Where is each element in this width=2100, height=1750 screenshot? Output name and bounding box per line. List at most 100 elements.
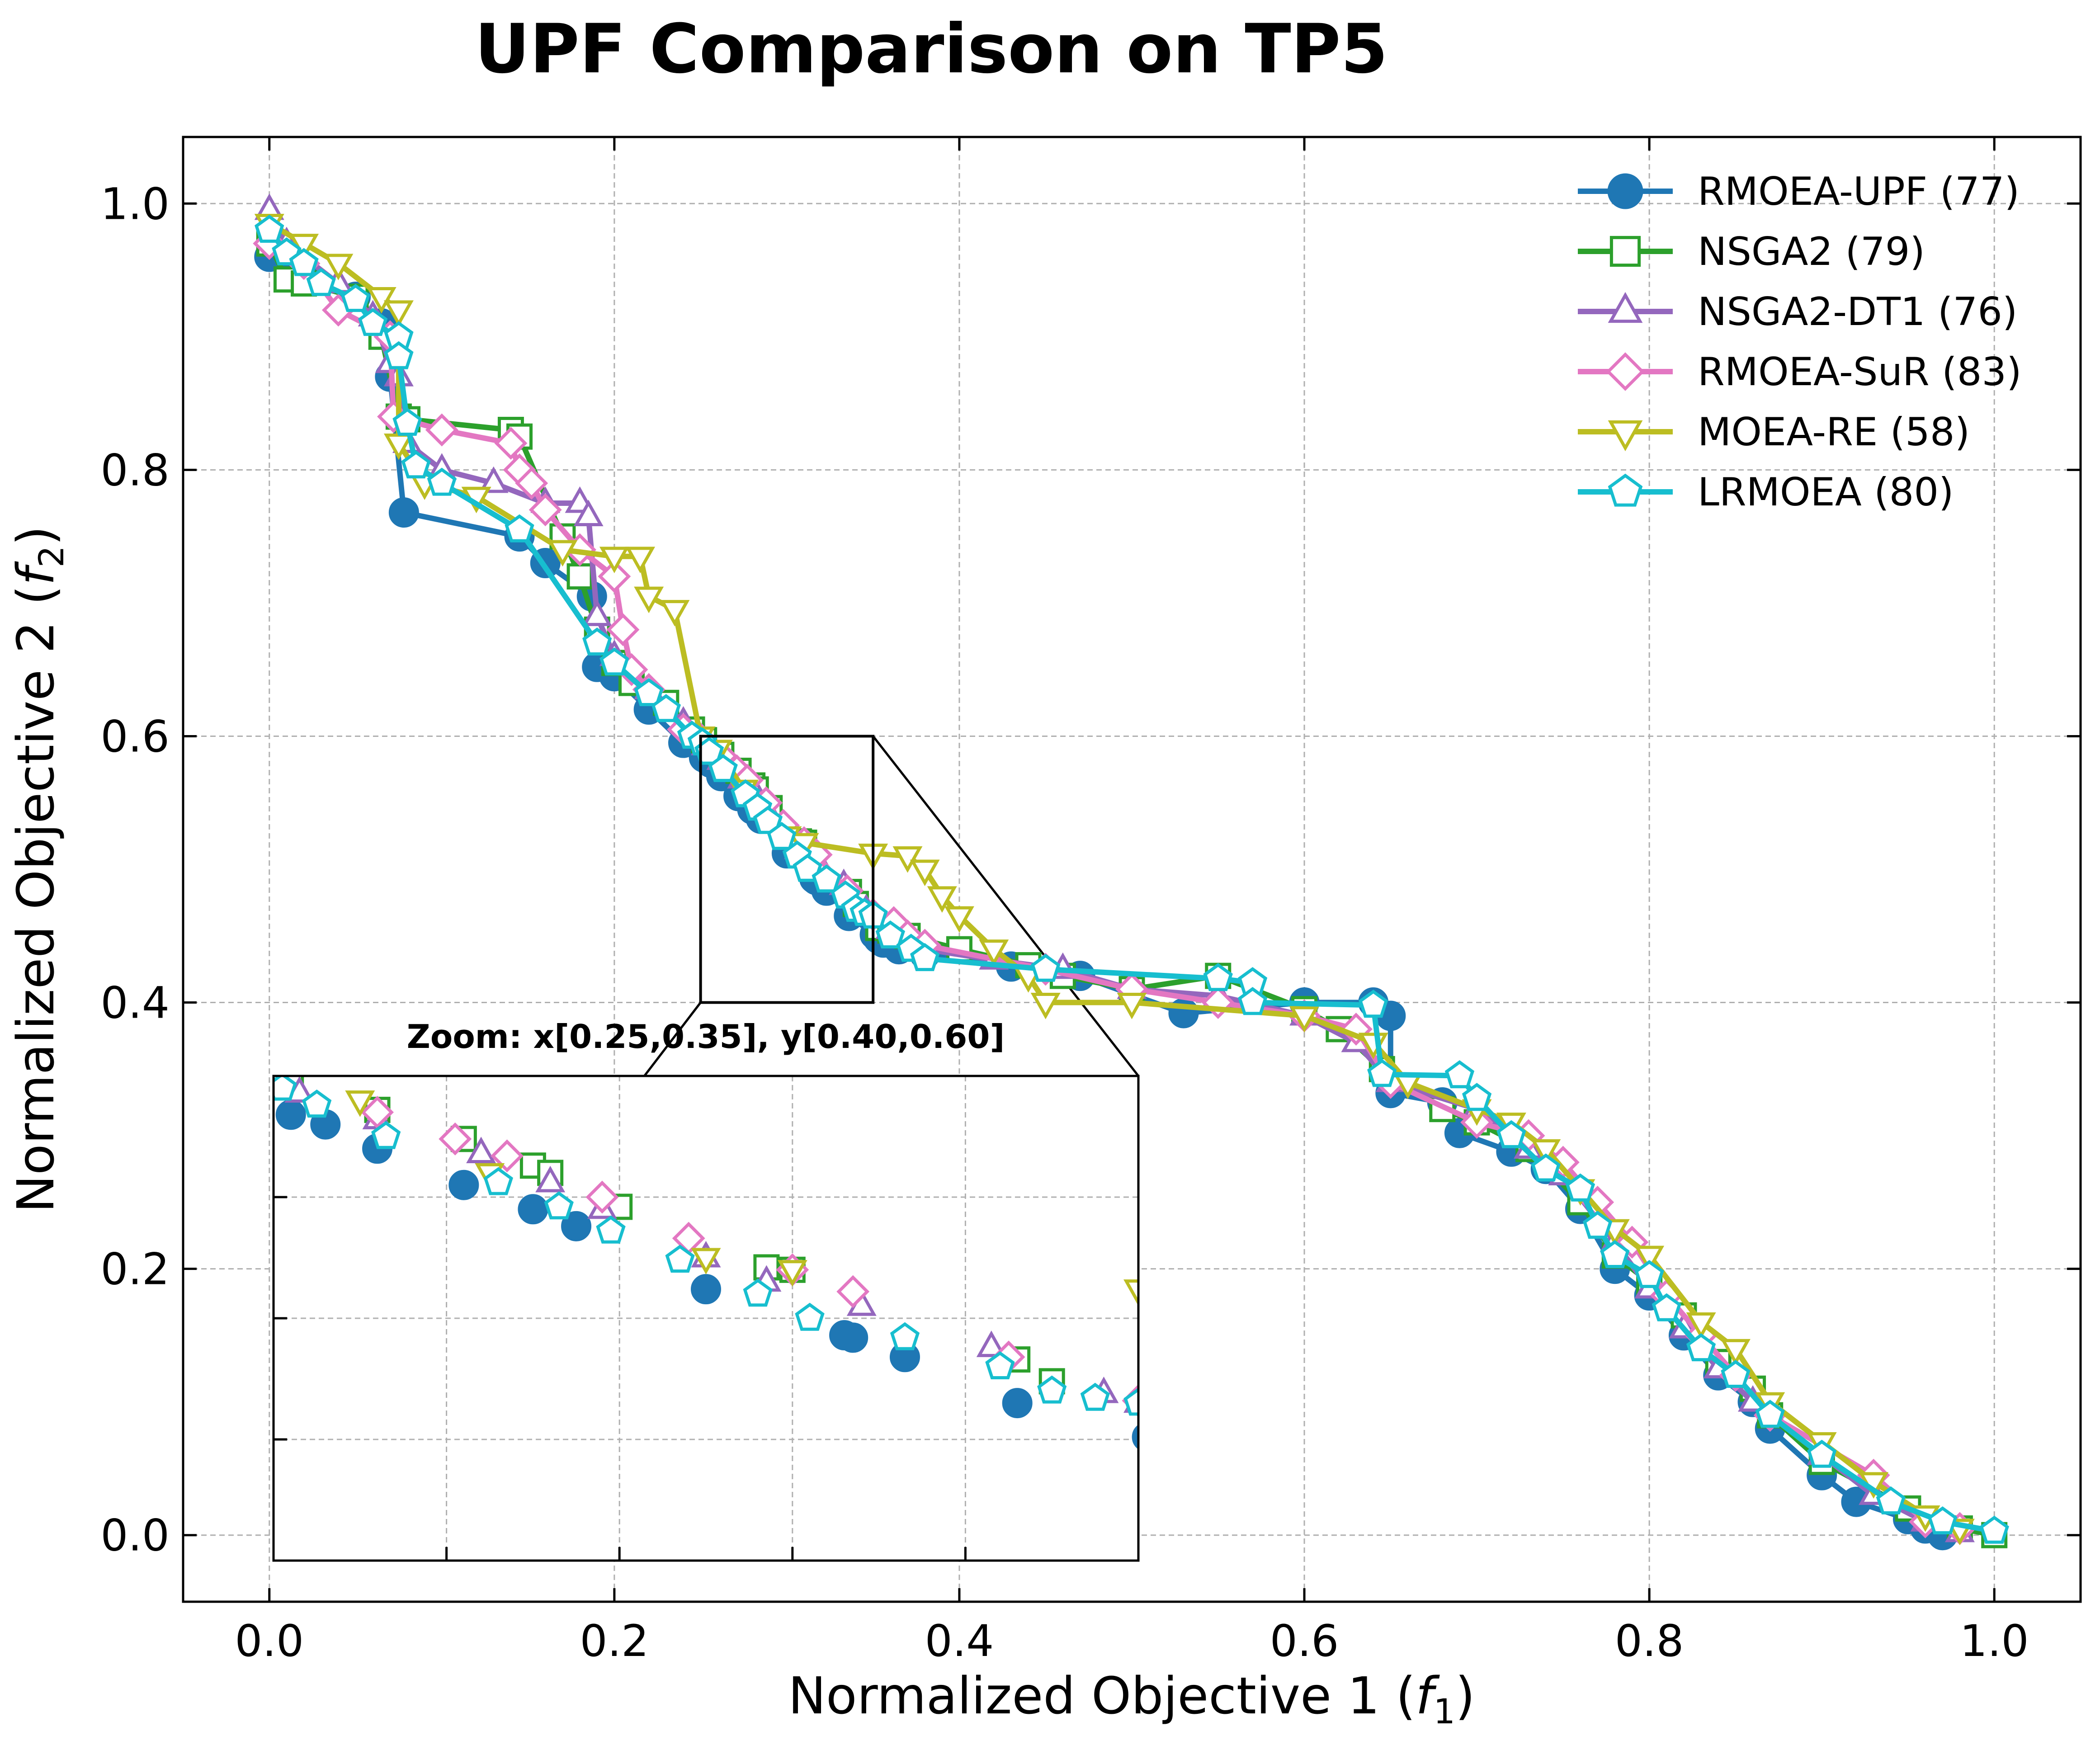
data-point [323,254,354,280]
data-point [599,647,629,676]
legend-label: RMOEA-SuR (83) [1698,349,2022,395]
data-point [1289,1006,1320,1033]
data-point [1634,1260,1664,1288]
data-point [1876,1486,1906,1514]
legend-marker [1607,173,1643,209]
data-point [892,846,923,873]
inset-data-point [302,1089,332,1118]
inset-data-point [691,1248,721,1275]
data-point [1600,1240,1630,1268]
data-point [392,407,422,436]
data-point [1531,1139,1561,1166]
data-point [979,939,1009,966]
data-point [306,268,336,296]
data-point [505,514,534,542]
data-point [634,678,664,706]
legend-marker [1608,292,1643,323]
data-point [515,467,548,500]
inset-data-point [483,1167,514,1195]
data-point [566,563,593,590]
y-tick-label: 1.0 [100,179,170,229]
inset-data-point [838,1322,868,1353]
data-point [910,943,940,972]
x-tick-label: 0.6 [1270,1616,1339,1666]
x-tick-label: 0.0 [235,1616,304,1666]
legend-marker [1608,473,1643,507]
data-point [944,906,974,933]
data-point [401,450,431,479]
inset-ticks [272,1075,1140,1562]
main-ticks: 0.0 0.2 0.4 0.6 0.8 1.0 0.0 0.2 0.4 0.6 0.8 1.0 [100,137,2081,1666]
inset-series-0 [275,1099,1138,1450]
y-tick-label: 0.0 [100,1510,170,1561]
inset-data-point [491,1139,524,1173]
inset-data-point [345,1090,375,1117]
inset-data-point [466,1137,496,1164]
data-point [1031,953,1061,982]
data-point [1030,993,1061,1019]
inset-data-point [1002,1388,1033,1419]
data-point [1565,1173,1595,1202]
data-point [1652,1293,1681,1321]
y-tick-label: 0.8 [100,445,170,495]
inset-data-point [596,1215,626,1244]
inset-data-point [836,1275,870,1308]
inset-data-point [665,1245,695,1273]
inset-data-point [795,1302,825,1331]
data-point [694,736,724,765]
legend-label: NSGA2 (79) [1698,229,1925,274]
data-point [1367,1059,1397,1087]
inset-data-point [518,1194,548,1225]
data-point [1634,1245,1665,1273]
x-tick-label: 0.2 [580,1616,649,1666]
data-point [599,547,629,573]
data-point [388,497,419,528]
data-point [582,627,612,656]
data-point [1496,1120,1526,1148]
data-point [340,283,371,312]
inset-data-point [1080,1382,1110,1411]
inset-data-point [439,1122,472,1156]
data-point [1237,987,1268,1015]
legend-item: RMOEA-SuR (83) [1578,349,2022,395]
data-point [358,308,388,336]
data-point [1721,1359,1751,1388]
data-point [255,214,284,243]
x-axis-label: Normalized Objective 1 (f1) [788,1667,1475,1731]
inset-data-point [743,1278,773,1307]
y-tick-label: 0.4 [100,978,170,1028]
legend: RMOEA-UPF (77) NSGA2 (79) NSGA2-DT1 (76) RM… [1578,169,2022,515]
data-point [384,341,414,369]
zoom-region-box [699,735,875,1004]
data-point [1531,1153,1561,1182]
data-point [634,586,664,613]
data-point [1928,1506,1958,1534]
data-point [1203,963,1233,991]
legend-marker [1606,352,1645,391]
data-point [1720,1339,1751,1366]
inset-data-point [1123,1387,1138,1416]
inset-data-point [561,1211,592,1241]
inset-data-point [274,1076,297,1101]
inset-data-point [691,1274,721,1305]
main-series-layer [253,193,2009,1551]
main-grid [183,137,2081,1602]
data-point [478,466,509,493]
x-tick-label: 0.4 [925,1616,994,1666]
data-point [767,821,797,850]
data-point [651,694,681,722]
data-point [1462,1083,1492,1111]
legend-item: LRMOEA (80) [1578,470,1954,515]
legend-marker [1608,420,1643,452]
plot-frame [182,136,2082,1603]
data-point [547,540,578,567]
data-point [289,248,319,276]
y-tick-label: 0.2 [100,1244,170,1295]
data-point [910,859,940,887]
data-point [1582,1211,1613,1239]
data-point [875,920,906,948]
data-point [812,864,841,893]
data-point [366,287,396,314]
zoom-connector-line [872,735,1139,1077]
